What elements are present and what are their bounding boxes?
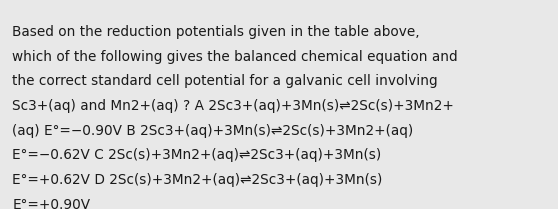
- Text: E°=+0.90V: E°=+0.90V: [12, 198, 90, 209]
- Text: (aq) E°=−0.90V B 2Sc3+(aq)+3Mn(s)⇌2Sc(s)+3Mn2+(aq): (aq) E°=−0.90V B 2Sc3+(aq)+3Mn(s)⇌2Sc(s)…: [12, 124, 413, 138]
- Text: E°=−0.62V C 2Sc(s)+3Mn2+(aq)⇌2Sc3+(aq)+3Mn(s): E°=−0.62V C 2Sc(s)+3Mn2+(aq)⇌2Sc3+(aq)+3…: [12, 148, 382, 162]
- Text: Based on the reduction potentials given in the table above,: Based on the reduction potentials given …: [12, 25, 420, 39]
- Text: Sc3+(aq) and Mn2+(aq) ? A 2Sc3+(aq)+3Mn(s)⇌2Sc(s)+3Mn2+: Sc3+(aq) and Mn2+(aq) ? A 2Sc3+(aq)+3Mn(…: [12, 99, 454, 113]
- Text: E°=+0.62V D 2Sc(s)+3Mn2+(aq)⇌2Sc3+(aq)+3Mn(s): E°=+0.62V D 2Sc(s)+3Mn2+(aq)⇌2Sc3+(aq)+3…: [12, 173, 383, 187]
- Text: the correct standard cell potential for a galvanic cell involving: the correct standard cell potential for …: [12, 74, 438, 88]
- Text: which of the following gives the balanced chemical equation and: which of the following gives the balance…: [12, 50, 458, 64]
